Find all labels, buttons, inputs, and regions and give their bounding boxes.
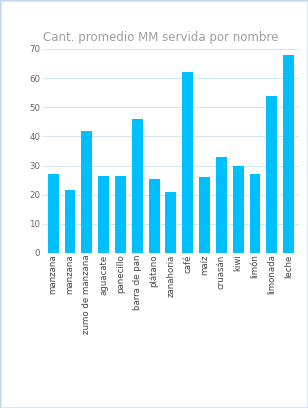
Bar <box>65 190 75 253</box>
Bar <box>98 176 109 253</box>
Text: Cant. promedio MM servida por nombre: Cant. promedio MM servida por nombre <box>43 31 278 44</box>
Bar <box>216 157 227 253</box>
Bar <box>266 95 277 253</box>
Bar <box>233 166 244 253</box>
Bar <box>115 176 126 253</box>
Bar <box>132 119 143 253</box>
Bar <box>182 72 193 253</box>
Bar <box>48 174 59 253</box>
Bar <box>165 192 176 253</box>
Bar <box>283 55 294 253</box>
Bar <box>249 174 261 253</box>
Bar <box>149 179 160 253</box>
Bar <box>199 177 210 253</box>
Bar <box>81 131 92 253</box>
